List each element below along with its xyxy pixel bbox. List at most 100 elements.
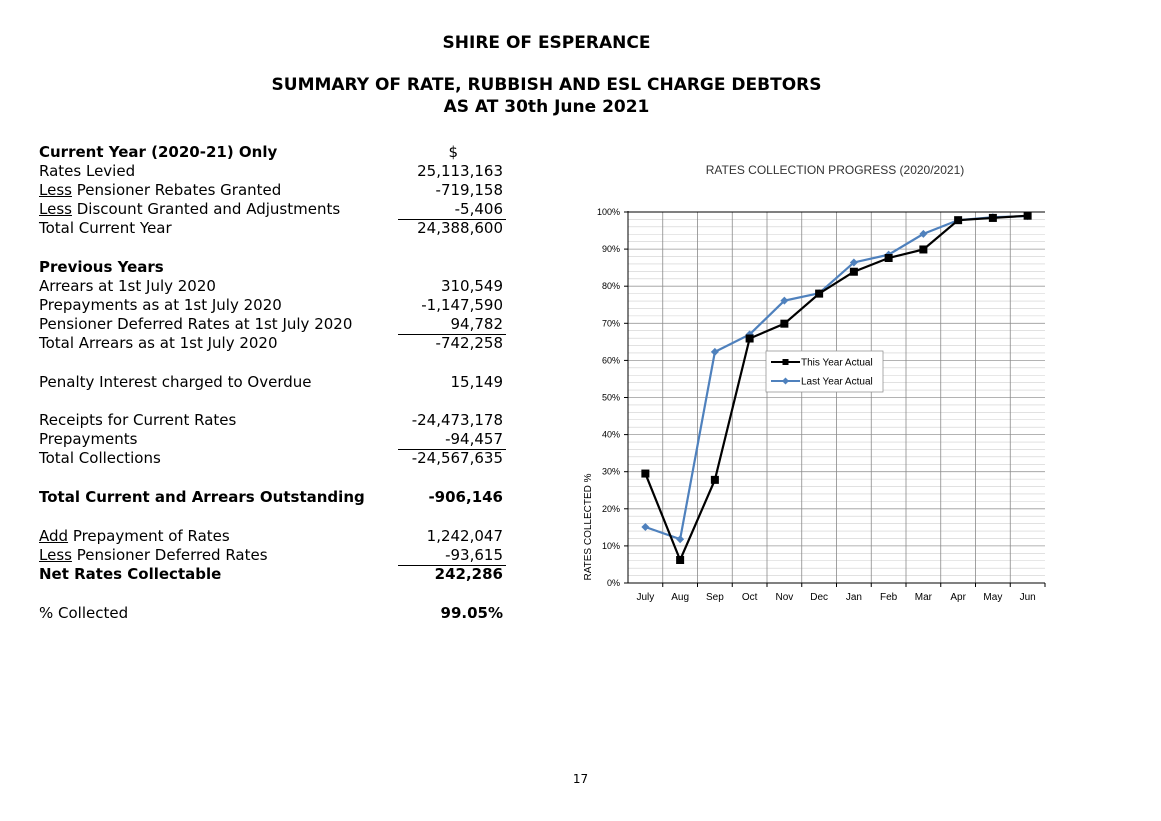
add-prepayment-row: Add Prepayment of Rates 1,242,047 — [39, 527, 503, 546]
subtotal-rule — [398, 219, 506, 220]
y-tick-label: 90% — [602, 244, 620, 254]
y-tick-label: 40% — [602, 430, 620, 440]
data-point — [849, 267, 858, 276]
data-point — [745, 334, 754, 343]
x-tick-label: Mar — [915, 592, 933, 603]
total-collections-label: Total Collections — [39, 449, 161, 467]
previous-years-heading-row: Previous Years — [39, 258, 503, 277]
outstanding-label: Total Current and Arrears Outstanding — [39, 488, 365, 506]
subtotal-rule — [398, 449, 506, 450]
less-prefix: Less — [39, 200, 72, 218]
total-collections-row: Total Collections -24,567,635 — [39, 449, 503, 468]
x-tick-label: July — [636, 592, 654, 603]
total-arrears-row: Total Arrears as at 1st July 2020 -742,2… — [39, 334, 503, 353]
less-deferred-label: Less Pensioner Deferred Rates — [39, 546, 268, 565]
total-current-year-row: Total Current Year 24,388,600 — [39, 219, 503, 238]
currency-symbol: $ — [448, 143, 458, 161]
rates-levied-row: Rates Levied 25,113,163 — [39, 162, 503, 181]
x-tick-label: Nov — [775, 592, 793, 603]
receipts-value: -24,473,178 — [411, 411, 503, 429]
data-point — [641, 469, 650, 478]
collection-prepayments-label: Prepayments — [39, 430, 138, 448]
less-prefix: Less — [39, 546, 72, 564]
total-arrears-label: Total Arrears as at 1st July 2020 — [39, 334, 278, 352]
arrears-value: 310,549 — [440, 277, 503, 295]
y-tick-label: 30% — [602, 467, 620, 477]
less-deferred-text: Pensioner Deferred Rates — [71, 546, 268, 564]
currency-row: $ — [39, 143, 503, 162]
add-prepayment-value: 1,242,047 — [426, 527, 503, 545]
data-point — [676, 535, 685, 544]
data-point — [919, 245, 928, 254]
pensioner-deferred-row: Pensioner Deferred Rates at 1st July 202… — [39, 315, 503, 334]
less-deferred-value: -93,615 — [445, 546, 503, 564]
data-point — [988, 213, 997, 222]
y-tick-label: 80% — [602, 281, 620, 291]
data-point — [710, 475, 719, 484]
x-tick-label: May — [983, 592, 1002, 603]
x-tick-label: Aug — [671, 592, 689, 603]
net-collectable-row: Net Rates Collectable 242,286 — [39, 565, 503, 584]
y-tick-label: 50% — [602, 393, 620, 403]
chart-title: RATES COLLECTION PROGRESS (2020/2021) — [706, 163, 965, 177]
penalty-label: Penalty Interest charged to Overdue — [39, 373, 312, 391]
outstanding-row: Total Current and Arrears Outstanding -9… — [39, 488, 503, 507]
data-point — [1023, 211, 1032, 220]
x-tick-label: Feb — [880, 592, 898, 603]
rates-levied-label: Rates Levied — [39, 162, 136, 180]
organisation-title: SHIRE OF ESPERANCE — [442, 33, 651, 53]
data-point — [849, 258, 858, 267]
chart-legend: This Year Actual Last Year Actual — [765, 350, 884, 393]
data-point — [710, 347, 719, 356]
total-current-year-label: Total Current Year — [39, 219, 172, 237]
total-collections-value: -24,567,635 — [411, 449, 503, 467]
y-tick-label: 70% — [602, 318, 620, 328]
chart-grid — [628, 211, 1045, 584]
data-point — [815, 289, 824, 298]
data-point — [884, 254, 893, 263]
rates-levied-value: 25,113,163 — [417, 162, 503, 180]
discount-row: Less Discount Granted and Adjustments -5… — [39, 200, 503, 219]
legend-label: This Year Actual — [801, 358, 873, 369]
percent-collected-row: % Collected 99.05% — [39, 604, 503, 623]
data-point — [780, 319, 789, 328]
subtotal-rule — [398, 334, 506, 335]
y-tick-label: 10% — [602, 541, 620, 551]
total-arrears-value: -742,258 — [435, 334, 503, 352]
previous-years-heading: Previous Years — [39, 258, 164, 276]
pensioner-rebates-row: Less Pensioner Rebates Granted -719,158 — [39, 181, 503, 200]
less-deferred-row: Less Pensioner Deferred Rates -93,615 — [39, 546, 503, 565]
current-year-heading-row: Current Year (2020-21) Only — [39, 143, 503, 162]
percent-collected-label: % Collected — [39, 604, 129, 622]
data-point — [641, 522, 650, 531]
x-tick-label: Dec — [810, 592, 828, 603]
x-tick-label: Oct — [742, 592, 758, 603]
add-prepayment-label: Add Prepayment of Rates — [39, 527, 230, 546]
penalty-row: Penalty Interest charged to Overdue 15,1… — [39, 373, 503, 392]
prepayments-row: Prepayments as at 1st July 2020 -1,147,5… — [39, 296, 503, 315]
pensioner-deferred-value: 94,782 — [450, 315, 504, 333]
y-tick-label: 60% — [602, 355, 620, 365]
series-lines — [641, 211, 1032, 564]
percent-collected-value: 99.05% — [440, 604, 503, 622]
legend-label: Last Year Actual — [801, 377, 873, 388]
collection-prepayments-value: -94,457 — [445, 430, 503, 448]
prepayments-value: -1,147,590 — [421, 296, 503, 314]
prepayments-label: Prepayments as at 1st July 2020 — [39, 296, 282, 314]
legend-marker — [782, 377, 789, 385]
series-line — [644, 214, 1028, 563]
data-point — [780, 296, 789, 305]
x-tick-label: Sep — [706, 592, 724, 603]
less-prefix: Less — [39, 181, 72, 199]
report-title: SUMMARY OF RATE, RUBBISH AND ESL CHARGE … — [271, 75, 822, 95]
y-tick-label: 20% — [602, 504, 620, 514]
legend-marker — [782, 359, 789, 365]
pensioner-rebates-value: -719,158 — [435, 181, 503, 199]
y-axis-label: RATES COLLECTED % — [583, 473, 594, 580]
net-collectable-value: 242,286 — [434, 565, 503, 583]
data-point — [954, 216, 963, 225]
discount-text: Discount Granted and Adjustments — [71, 200, 341, 218]
subtotal-rule — [398, 565, 506, 566]
net-collectable-label: Net Rates Collectable — [39, 565, 222, 583]
series-this-year — [641, 211, 1032, 564]
